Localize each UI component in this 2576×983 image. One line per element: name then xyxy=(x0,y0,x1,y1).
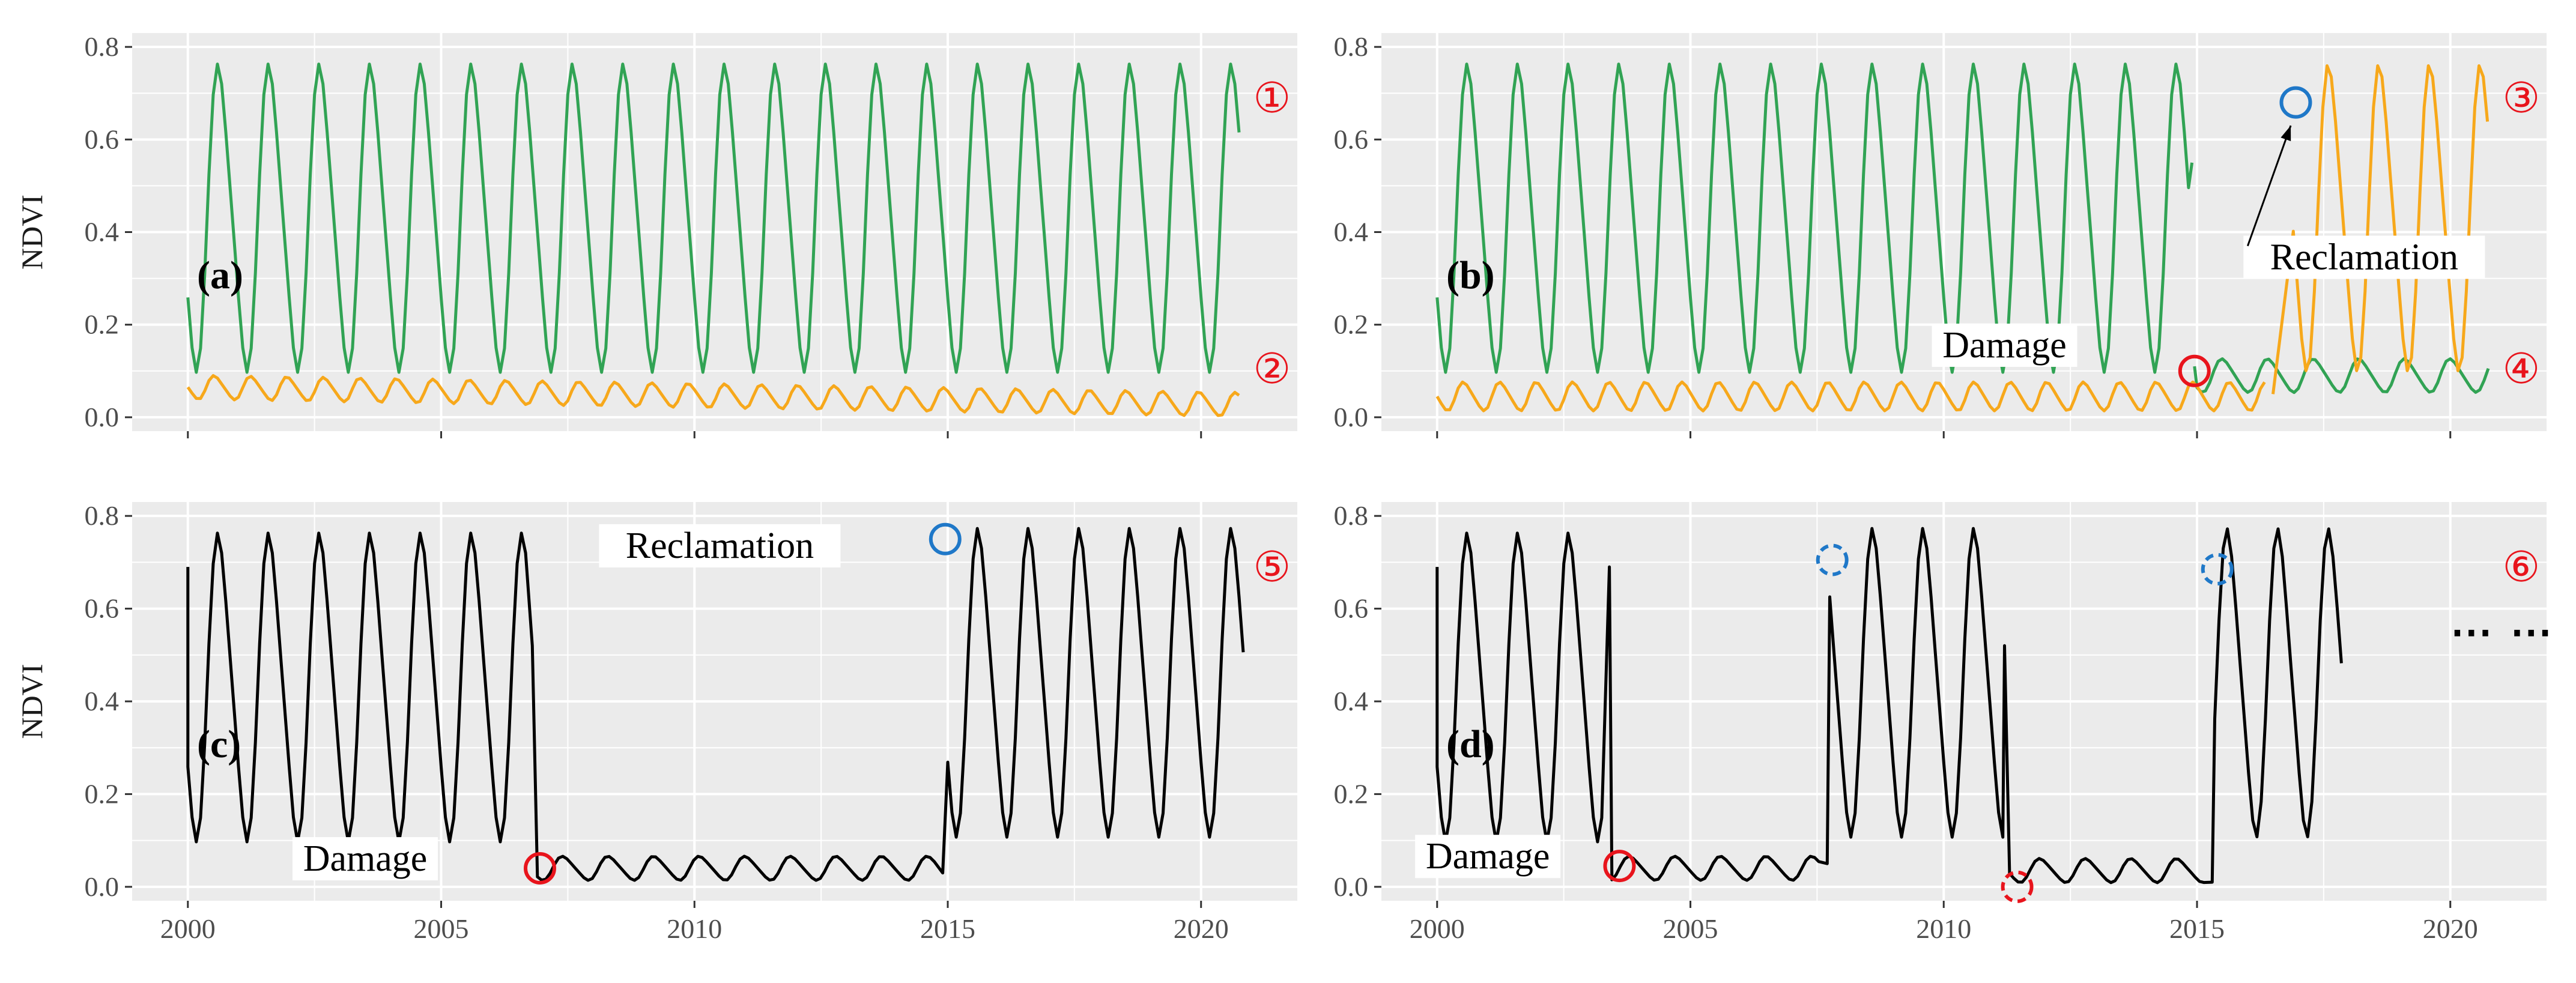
y-tick-label: 0.0 xyxy=(85,402,120,432)
annotation-label: Reclamation xyxy=(626,525,814,566)
annotation-box xyxy=(292,837,438,881)
y-tick-label: 0.4 xyxy=(85,217,120,247)
line-ndvi-trajectory xyxy=(186,527,1245,882)
annotation-label: Reclamation xyxy=(2270,237,2458,277)
x-tick-label: 2005 xyxy=(414,913,469,944)
series-number-marker: ⑤ xyxy=(1253,542,1291,591)
annotation-box xyxy=(1932,323,2077,367)
y-tick-label: 0.2 xyxy=(1334,309,1369,340)
panel-c: 0.0 0.2 0.4 0.6 0.8 2000 2005 2010 2015 2020 NDVI (… xyxy=(15,500,1297,944)
series-number-marker: ② xyxy=(1253,344,1291,393)
reclamation-circle xyxy=(929,522,962,555)
line-series-2-after xyxy=(2271,64,2490,395)
y-tick-label: 0.0 xyxy=(1334,402,1369,432)
line-series-1-after xyxy=(2193,357,2490,395)
annotation-label: Damage xyxy=(1426,836,1550,877)
damage-circle xyxy=(2001,870,2034,903)
line-series-2 xyxy=(186,374,1240,417)
reclamation-circle xyxy=(2279,86,2312,119)
annotation-box xyxy=(2243,235,2485,279)
panel-a: 0.0 0.2 0.4 0.6 0.8 NDVI (a) ① ② xyxy=(15,31,1297,438)
y-tick-label: 0.2 xyxy=(85,309,120,340)
series-number-marker: ③ xyxy=(2502,73,2540,122)
x-tick-label: 2020 xyxy=(2423,913,2478,944)
series-number-marker: ④ xyxy=(2502,344,2540,393)
y-tick-label: 0.2 xyxy=(85,778,120,809)
y-tick-label: 0.4 xyxy=(85,686,120,716)
x-tick-label: 2010 xyxy=(1916,913,1971,944)
x-tick-label: 2020 xyxy=(1174,913,1229,944)
line-series-1 xyxy=(186,62,1241,374)
annotation-box xyxy=(599,524,841,567)
y-tick-label: 0.6 xyxy=(85,593,120,624)
line-series-1-before xyxy=(1435,62,2194,374)
annotation-label: Damage xyxy=(1942,325,2067,366)
y-tick-label: 0.6 xyxy=(1334,124,1369,154)
damage-circle xyxy=(1603,850,1636,883)
panel-label: (a) xyxy=(197,253,243,297)
panel-label: (c) xyxy=(197,722,241,766)
x-tick-label: 2000 xyxy=(160,913,216,944)
panel-label: (d) xyxy=(1446,722,1495,766)
reclamation-circle xyxy=(2201,552,2234,585)
y-tick-label: 0.6 xyxy=(85,124,120,154)
y-tick-label: 0.8 xyxy=(85,31,120,62)
panel-b: 0.0 0.2 0.4 0.6 0.8 (b) ③ ④ Damage Reclamation xyxy=(1334,31,2547,438)
panel-label: (b) xyxy=(1446,253,1495,297)
x-tick-label: 2015 xyxy=(2169,913,2225,944)
y-axis-title: NDVI xyxy=(15,195,49,270)
y-tick-label: 0.8 xyxy=(85,500,120,531)
y-tick-label: 0.2 xyxy=(1334,778,1369,809)
line-ndvi-trajectory xyxy=(1435,527,2343,885)
x-tick-label: 2010 xyxy=(667,913,722,944)
ellipsis-dots: ⋯ ⋯ xyxy=(2450,609,2556,656)
y-tick-label: 0.0 xyxy=(85,871,120,902)
line-series-2-before xyxy=(1435,380,2266,413)
y-tick-label: 0.6 xyxy=(1334,593,1369,624)
annotation-label: Damage xyxy=(303,838,428,879)
y-axis-title: NDVI xyxy=(15,664,49,739)
reclamation-circle xyxy=(1816,543,1849,576)
damage-circle xyxy=(524,851,556,885)
annotation-arrow xyxy=(2246,125,2292,247)
annotation-box xyxy=(1415,835,1561,879)
y-tick-label: 0.4 xyxy=(1334,217,1369,247)
damage-circle xyxy=(2178,354,2211,387)
y-tick-label: 0.0 xyxy=(1334,871,1369,902)
x-tick-label: 2005 xyxy=(1663,913,1718,944)
y-tick-label: 0.8 xyxy=(1334,500,1369,531)
arrow-head xyxy=(2281,126,2291,142)
x-tick-label: 2000 xyxy=(1410,913,1465,944)
y-tick-label: 0.8 xyxy=(1334,31,1369,62)
panel-d: 0.0 0.2 0.4 0.6 0.8 2000 2005 2010 2015 2020 (d) ⑥ ⋯… xyxy=(1334,500,2556,944)
x-tick-label: 2015 xyxy=(920,913,975,944)
series-number-marker: ① xyxy=(1253,73,1291,122)
series-number-marker: ⑥ xyxy=(2502,542,2540,591)
y-tick-label: 0.4 xyxy=(1334,686,1369,716)
